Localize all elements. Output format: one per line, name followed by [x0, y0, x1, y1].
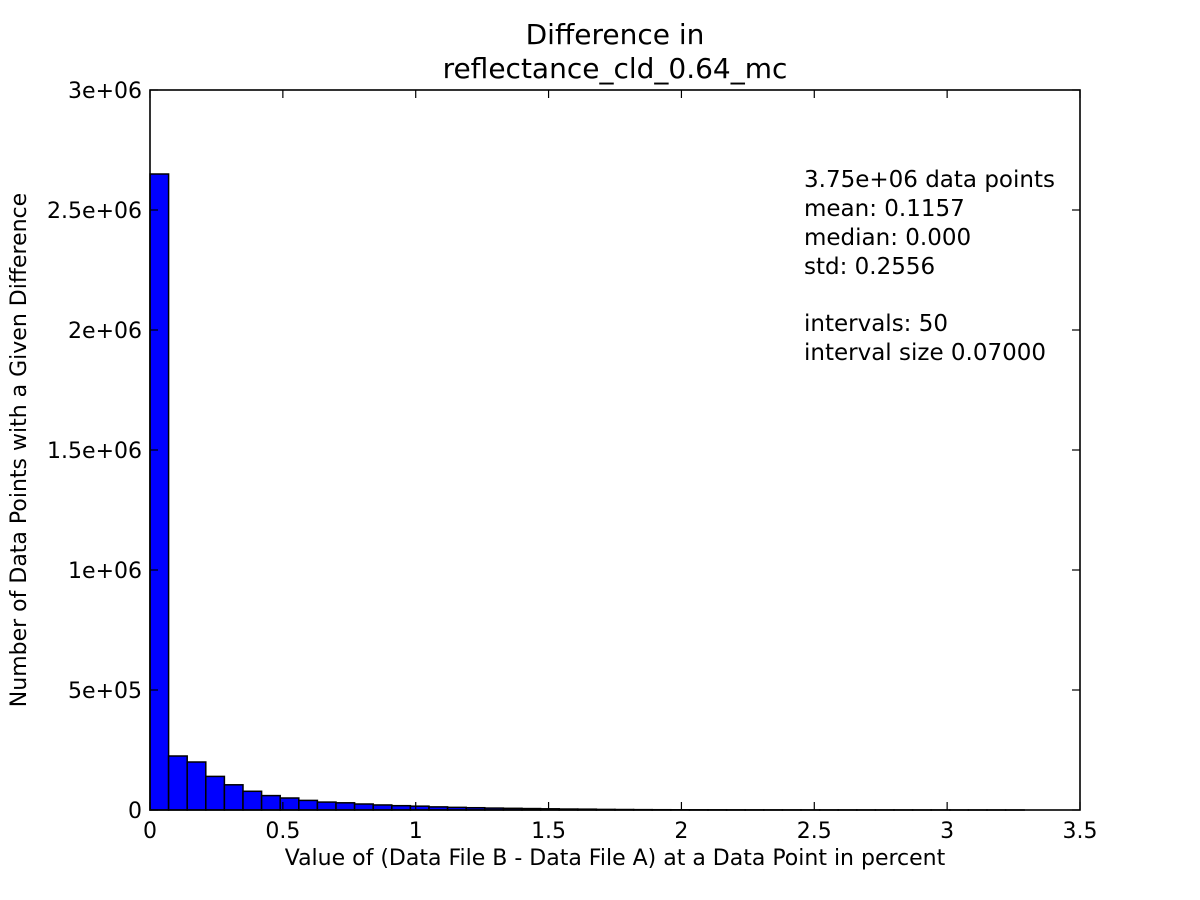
y-tick-label: 5e+05: [68, 679, 142, 704]
histogram-bar: [242, 790, 263, 811]
stat-line-count: 3.75e+06 data points: [804, 167, 1055, 193]
histogram-bars: [149, 173, 1025, 811]
y-tick-label: 3e+06: [68, 79, 142, 104]
histogram-bar: [205, 775, 226, 811]
x-tick-label: 0.5: [265, 819, 300, 844]
histogram-bar: [353, 803, 374, 811]
y-tick-label: 1e+06: [68, 559, 142, 584]
x-tick-label: 2: [674, 819, 688, 844]
x-tick-label: 3.5: [1063, 819, 1098, 844]
histogram-bar: [223, 784, 244, 811]
y-tick-label: 2.5e+06: [47, 199, 142, 224]
histogram-bar: [149, 173, 170, 811]
histogram-bar: [298, 799, 319, 811]
stat-line-mean: mean: 0.1157: [804, 196, 965, 222]
y-tick-label: 1.5e+06: [47, 439, 142, 464]
histogram-bar: [316, 801, 337, 811]
stat-line-interval-size: interval size 0.07000: [804, 340, 1046, 366]
plot-frame: [149, 89, 1081, 811]
x-tick-label: 3: [940, 819, 954, 844]
x-tick-label: 0: [143, 819, 157, 844]
histogram-bar: [186, 761, 207, 811]
y-tick-label: 2e+06: [68, 319, 142, 344]
x-tick-label: 1.5: [531, 819, 566, 844]
y-axis-label: Number of Data Points with a Given Diffe…: [7, 193, 32, 707]
chart-title-line-1: Difference in: [526, 18, 705, 51]
histogram-bar: [167, 755, 188, 811]
stat-line-intervals: intervals: 50: [804, 311, 948, 337]
y-tick-label: 0: [128, 799, 142, 824]
stat-line-median: median: 0.000: [804, 225, 971, 251]
stats-annotation: 3.75e+06 data points mean: 0.1157 median…: [804, 167, 1055, 366]
chart-title-line-2: reflectance_cld_0.64_mc: [443, 52, 788, 85]
stat-line-std: std: 0.2556: [804, 254, 935, 280]
x-axis-label: Value of (Data File B - Data File A) at …: [285, 846, 946, 871]
histogram-bar: [260, 794, 281, 811]
x-tick-label: 1: [409, 819, 423, 844]
histogram-bar: [335, 802, 356, 811]
axis-ticks: 0 0.5 1 1.5 2 2.5 3 3.5 0 5e+05 1e+06 1.5e+06 2e+06 2…: [47, 79, 1097, 844]
x-tick-label: 2.5: [797, 819, 832, 844]
